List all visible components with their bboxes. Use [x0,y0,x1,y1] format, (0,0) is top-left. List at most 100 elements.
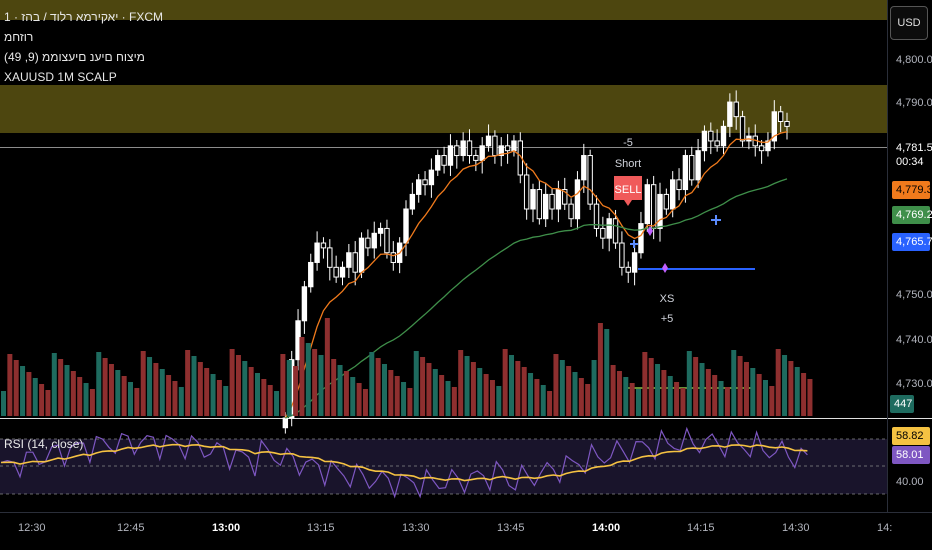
volume-bar [382,364,387,416]
volume-bar [229,349,235,416]
volume-bar [39,384,45,416]
time-tick-1415: 14:15 [687,522,715,534]
volume-bar [267,385,273,416]
volume-bar [585,384,591,416]
volume-bar [591,360,597,416]
strategy-legend: XAUUSD 1M SCALP [4,70,117,84]
candle-body [320,242,327,249]
volume-legend: רוזחמ [4,30,34,44]
volume-bar [128,382,133,416]
candle-body [390,252,397,263]
volume-bar [566,366,572,416]
volume-bar [121,376,127,416]
volume-bar [223,386,229,416]
volume-bar [58,359,64,416]
candle-body [619,242,625,268]
candle-body [492,135,498,157]
candle-body [689,155,695,181]
candle-body [454,145,460,157]
time-tick-1345: 13:45 [497,522,525,534]
time-tick-end: 14: [877,522,893,534]
volume-bar [451,387,457,416]
candle-body [708,130,714,142]
candle-body [733,101,739,118]
diamond-marker [647,226,653,236]
volume-bar [661,370,667,416]
candle-body [771,111,777,142]
volume-bar [464,356,470,416]
candle-body [638,223,644,254]
volume-bar [51,353,57,416]
candle-body [441,155,447,166]
volume-bar [324,318,330,416]
volume-bar [318,355,324,416]
volume-bar [191,356,197,416]
candle-body [568,203,574,220]
volume-bar [724,387,730,416]
volume-bar [102,358,108,416]
blue-level-badge: 4,765.76 [892,233,932,251]
candle-body [422,179,428,186]
volume-bar [693,357,699,416]
candle-body [676,179,682,191]
volume-bar [743,362,749,416]
volume-bar [712,375,718,416]
volume-bar [623,377,629,416]
rsi-ma-badge: 58.82 [892,427,930,445]
candle-body [377,227,384,234]
volume-bar [420,357,426,416]
price-tick-4790: 4,790.00 [896,97,932,109]
ma-fast-line [284,131,788,419]
volume-bar [648,358,654,416]
candle-body [473,155,479,161]
volume-bar [489,380,495,416]
volume-bar [13,360,19,416]
volume-bar [737,356,743,416]
candle-body [644,184,650,225]
time-tick-1245: 12:45 [117,522,145,534]
volume-bar [299,337,305,416]
candle-body [784,121,790,127]
candle-body [536,189,543,220]
last-price-badge: 4,781.56 00:34 [892,139,932,171]
volume-bar [731,350,737,416]
volume-bar [7,354,13,416]
volume-bar [166,375,172,416]
volume-bar [686,351,692,416]
volume-bar [705,369,711,416]
volume-bar [83,383,89,416]
ma-legend: מיצוח םיענ םיעצוממ (9, 49) [4,50,145,64]
volume-bar [629,383,635,416]
volume-bar [540,385,546,416]
candle-body [625,266,631,273]
candle-body [384,227,390,254]
volume-bar [216,380,222,416]
price-tick-4730: 4,730.00 [896,378,932,390]
candle-body [460,140,466,157]
candle-body [371,232,377,249]
volume-bar [674,382,680,416]
currency-button[interactable]: USD [890,6,928,40]
candle-body [346,252,352,268]
volume-bar [432,369,438,416]
candle-body [523,174,530,210]
volume-bar [140,351,146,416]
volume-bar [153,363,159,416]
volume-bar [807,379,813,416]
volume-bar [178,387,184,416]
candle-body [327,247,333,268]
volume-bar [470,362,476,416]
rsi-band [0,439,887,494]
candle-body [333,266,339,278]
cross-marker [711,215,721,225]
candle-body [403,208,409,244]
candle-body [650,184,657,229]
volume-bar [699,363,705,416]
volume-bar [597,323,603,416]
volume-bar [616,371,622,416]
candle-body [504,145,511,152]
volume-bar [528,373,534,416]
bar-countdown: 00:34 [896,156,924,168]
volume-bar [445,381,451,416]
price-tick-4750: 4,750.00 [896,289,932,301]
